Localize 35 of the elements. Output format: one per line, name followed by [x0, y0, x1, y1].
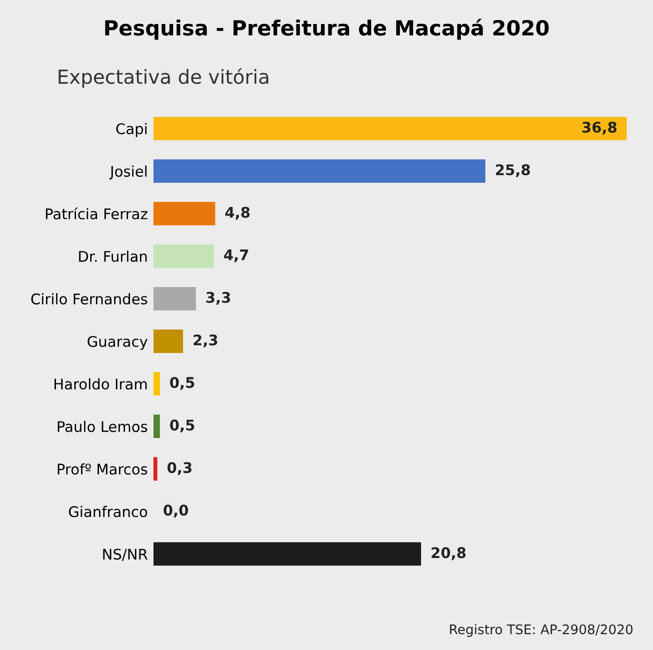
data-label: 4,7 — [224, 250, 248, 262]
data-label: 4,8 — [225, 206, 250, 220]
data-label: 20,8 — [432, 547, 466, 560]
y-tick-label: Dr. Furlan — [79, 250, 147, 262]
bar — [153, 287, 196, 310]
data-label: 0,5 — [170, 376, 194, 390]
data-label: 25,8 — [496, 164, 530, 178]
bar — [153, 372, 160, 396]
y-tick-label: Profº Marcos — [58, 463, 148, 475]
text: Registro TSE: AP-2908/2020 — [450, 624, 633, 637]
bar — [153, 330, 184, 353]
bar — [153, 542, 422, 566]
y-tick-label: Patrícia Ferraz — [46, 207, 148, 220]
y-tick-label: Josiel — [109, 166, 147, 180]
y-tick-label: Capi — [116, 122, 147, 138]
data-label: 0,3 — [167, 462, 192, 475]
bar — [153, 244, 214, 268]
chart-subtitle: Expectativa de vitória — [58, 68, 268, 88]
bar — [153, 457, 158, 481]
y-tick-label: Cirilo Fernandes — [31, 293, 148, 304]
y-tick-label: Gianfranco — [68, 506, 148, 518]
bar — [153, 159, 486, 183]
bar — [153, 116, 627, 140]
data-label: 36,8 — [582, 122, 617, 135]
y-tick-label: NS/NR — [103, 548, 148, 561]
data-label: 2,3 — [194, 334, 218, 348]
data-label: 0,0 — [164, 504, 188, 518]
data-label: 3,3 — [206, 292, 230, 305]
y-tick-label: Haroldo Iram — [54, 378, 147, 390]
y-tick-label: Guaracy — [88, 336, 148, 350]
bar — [153, 414, 160, 438]
chart-title: Pesquisa - Prefeitura de Macapá 2020 — [105, 18, 549, 40]
y-tick-label: Paulo Lemos — [58, 420, 148, 432]
bar — [153, 202, 216, 226]
data-label: 0,5 — [170, 420, 194, 432]
